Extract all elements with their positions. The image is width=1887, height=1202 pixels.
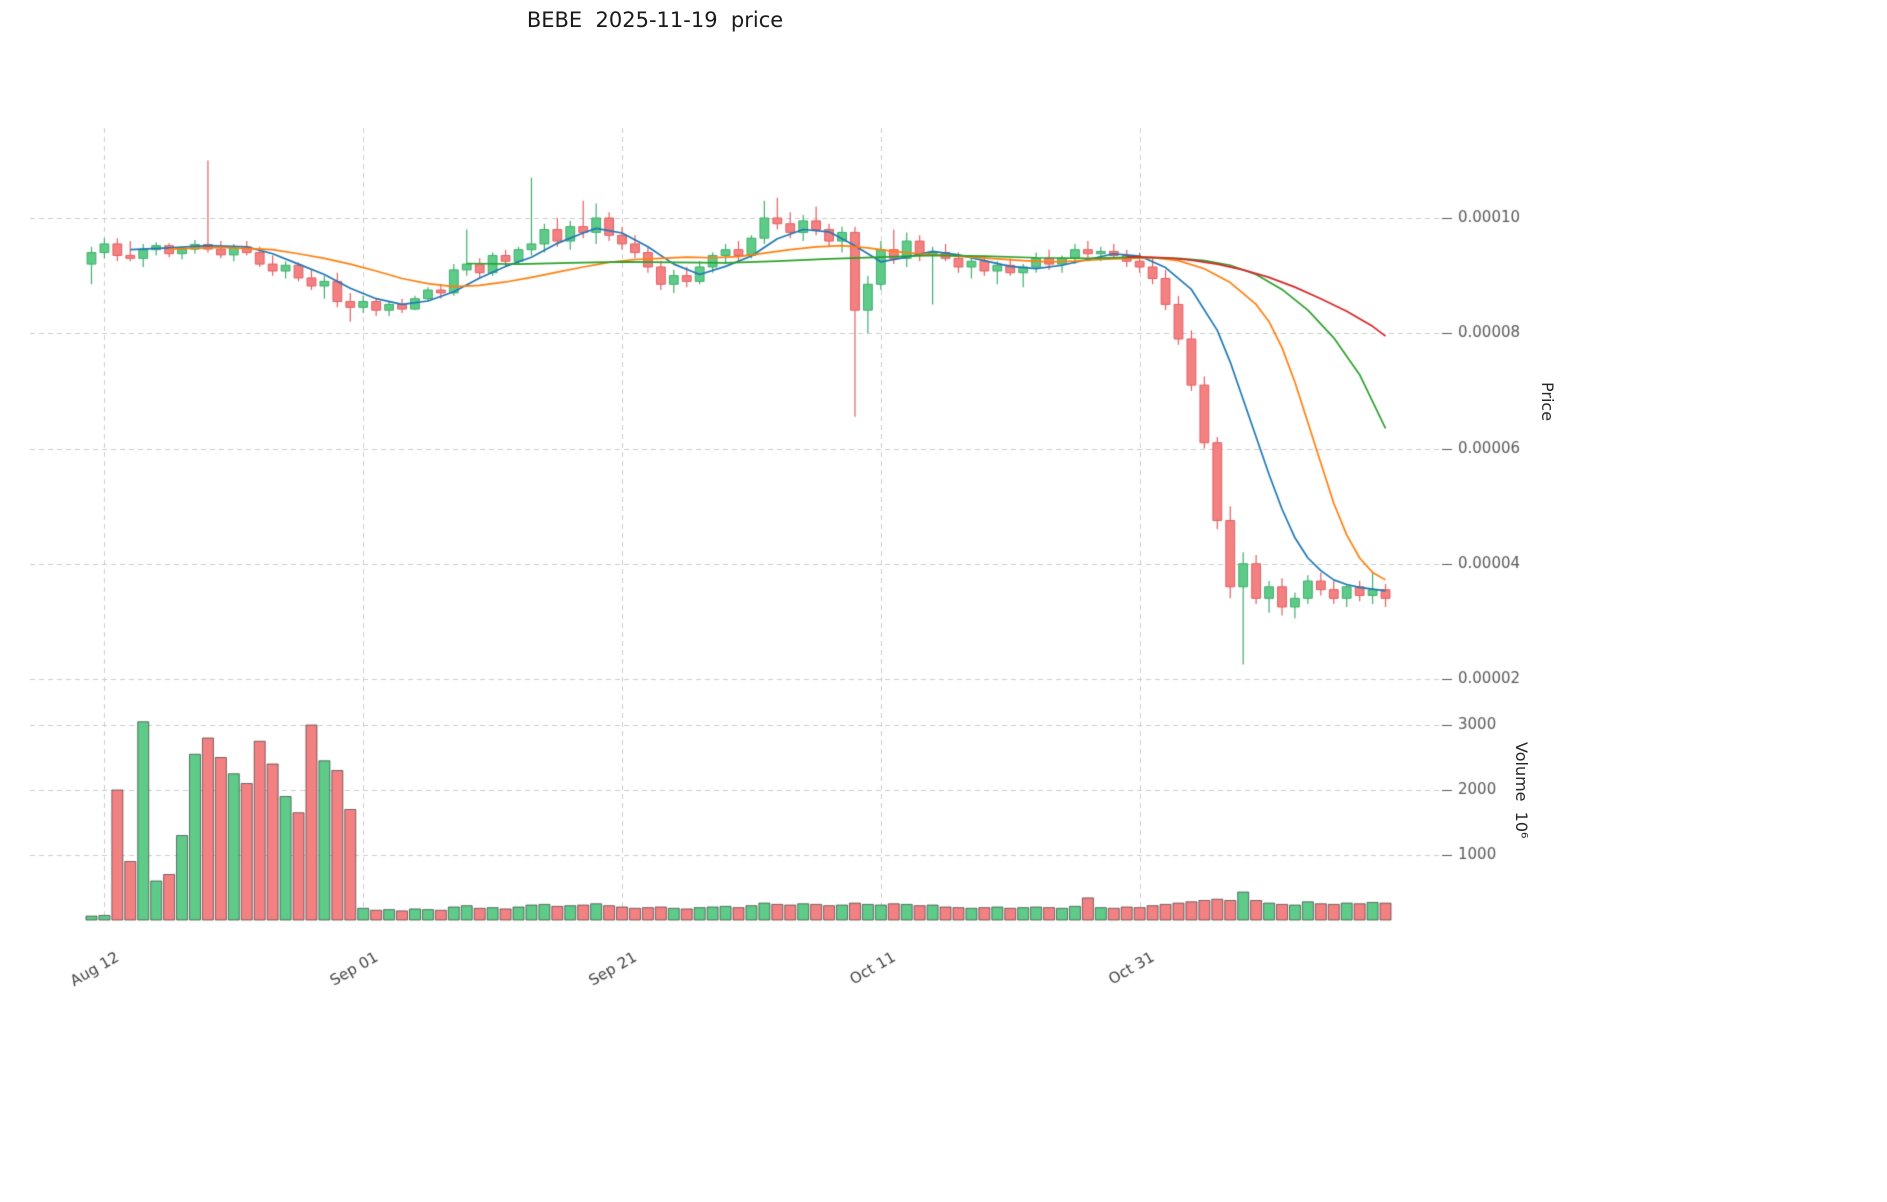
volume-axis-label: Volume 10⁶: [1512, 742, 1531, 839]
chart-title: BEBE 2025-11-19 price: [526, 8, 784, 32]
price-axis-label: Price: [1538, 382, 1557, 422]
